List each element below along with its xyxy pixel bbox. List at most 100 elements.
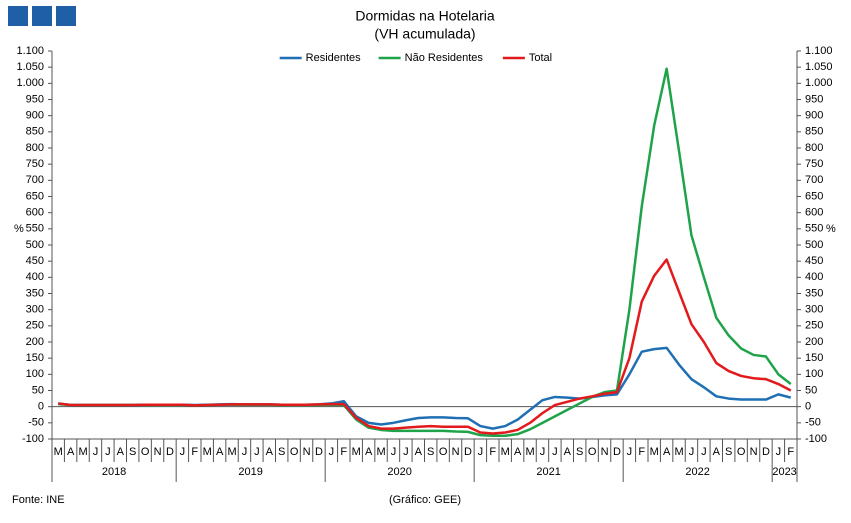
x-tick-label: N [750,446,758,458]
x-tick-label: M [352,446,361,458]
x-tick-label: N [303,446,311,458]
y-tick-label: 100 [26,368,44,380]
x-tick-label: J [242,446,248,458]
x-tick-label: A [365,446,373,458]
y2-tick-label: 350 [805,287,823,299]
y-tick-label: 950 [26,93,44,105]
year-label: 2019 [238,466,262,478]
x-tick-label: F [340,446,347,458]
y-tick-label: 300 [26,304,44,316]
x-tick-label: J [627,446,633,458]
x-tick-label: A [117,446,125,458]
x-tick-label: S [427,446,434,458]
x-tick-label: O [439,446,448,458]
x-tick-label: S [725,446,732,458]
y2-tick-label: 900 [805,110,823,122]
year-label: 2020 [387,466,411,478]
x-tick-label: J [689,446,695,458]
x-tick-label: D [613,446,621,458]
credit: (Gráfico: GEE) [389,494,461,506]
x-tick-label: A [713,446,721,458]
year-label: 2023 [772,466,796,478]
logo-square [32,6,52,26]
x-tick-label: A [216,446,224,458]
legend-label: Residentes [306,52,362,64]
y-tick-label: 0 [38,401,44,413]
y-tick-label: 700 [26,174,44,186]
y2-tick-label: 550 [805,223,823,235]
x-tick-label: J [180,446,186,458]
x-tick-label: J [776,446,782,458]
logo-square [56,6,76,26]
y-tick-label: 200 [26,336,44,348]
y-tick-label: 650 [26,190,44,202]
y-tick-label: 900 [26,110,44,122]
y-tick-label: 500 [26,239,44,251]
y-tick-label: 750 [26,158,44,170]
x-tick-label: S [576,446,583,458]
series-line [58,258,792,435]
y2-tick-label: 100 [805,368,823,380]
y2-tick-label: 950 [805,93,823,105]
y-tick-label: -100 [22,433,44,445]
y2-tick-label: 50 [805,384,817,396]
x-tick-label: S [278,446,285,458]
y2-tick-label: -50 [805,417,821,429]
x-tick-label: M [203,446,212,458]
x-tick-label: J [329,446,335,458]
y-tick-label: 150 [26,352,44,364]
legend-label: Não Residentes [405,52,484,64]
x-tick-label: N [154,446,162,458]
y-tick-label: 850 [26,126,44,138]
y2-tick-label: -100 [805,433,827,445]
y-tick-label: 50 [32,384,44,396]
y-tick-label: 600 [26,207,44,219]
x-tick-label: J [403,446,409,458]
x-tick-label: A [663,446,671,458]
x-tick-label: A [415,446,423,458]
year-label: 2018 [102,466,126,478]
x-tick-label: A [564,446,572,458]
y2-tick-label: 250 [805,320,823,332]
y2-tick-label: 700 [805,174,823,186]
x-tick-label: N [452,446,460,458]
x-tick-label: D [166,446,174,458]
x-tick-label: J [478,446,484,458]
y-tick-label: 550 [26,223,44,235]
y-tick-label: 1.000 [16,77,44,89]
y2-tick-label: 1.100 [805,45,833,57]
y-tick-label: 1.100 [16,45,44,57]
x-tick-label: F [191,446,198,458]
x-tick-label: N [601,446,609,458]
y2-tick-label: 150 [805,352,823,364]
x-tick-label: M [54,446,63,458]
x-tick-label: O [737,446,746,458]
series-line [58,346,792,430]
y2-tick-label: 750 [805,158,823,170]
x-tick-label: F [638,446,645,458]
y2-tick-label: 1.050 [805,61,833,73]
x-tick-label: J [93,446,99,458]
y-axis-label: % [14,223,24,235]
x-tick-label: M [650,446,659,458]
source: Fonte: INE [12,494,65,506]
y-tick-label: -50 [28,417,44,429]
x-tick-label: D [315,446,323,458]
x-tick-label: O [588,446,597,458]
series-line [58,67,792,438]
x-tick-label: A [514,446,522,458]
x-tick-label: J [540,446,546,458]
year-label: 2021 [536,466,560,478]
x-tick-label: M [525,446,534,458]
x-tick-label: J [391,446,397,458]
y2-tick-label: 850 [805,126,823,138]
x-tick-label: M [78,446,87,458]
x-tick-label: O [141,446,150,458]
y2-tick-label: 500 [805,239,823,251]
x-tick-label: D [762,446,770,458]
x-tick-label: M [227,446,236,458]
y2-axis-label: % [826,223,836,235]
x-tick-label: J [701,446,707,458]
x-tick-label: F [489,446,496,458]
